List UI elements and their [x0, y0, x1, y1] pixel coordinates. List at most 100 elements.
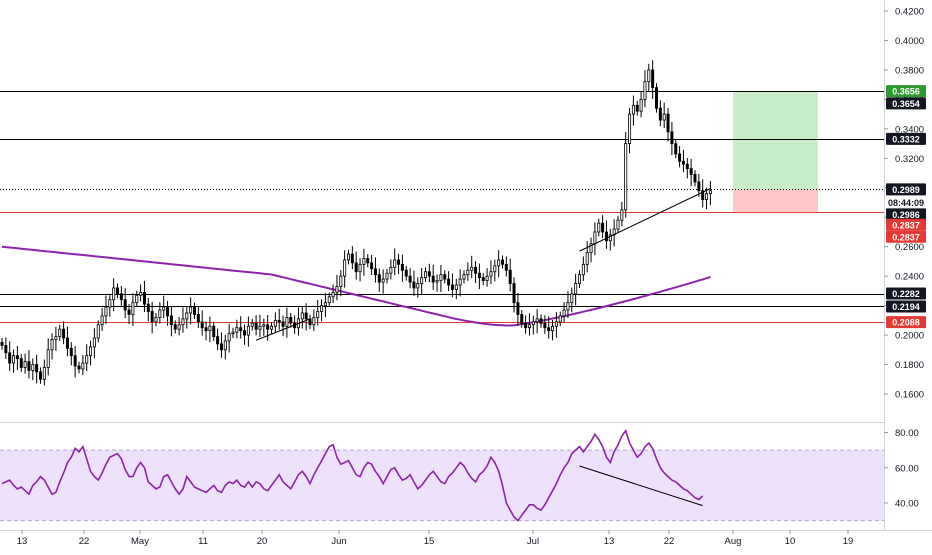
- candle-body: [520, 314, 524, 324]
- price-label-text: 0.2986: [892, 210, 920, 220]
- candle-body: [481, 277, 485, 281]
- candle-body: [474, 266, 478, 274]
- candle-body: [169, 315, 173, 326]
- candle-body: [54, 336, 58, 340]
- candle-body: [327, 296, 331, 304]
- candle-body: [558, 315, 562, 323]
- candle-body: [200, 321, 204, 329]
- candle-body: [185, 312, 189, 320]
- candle-body: [339, 275, 343, 287]
- candle-body: [273, 319, 277, 327]
- candle-body: [162, 306, 166, 311]
- candle-body: [589, 243, 593, 253]
- candle-body: [204, 327, 208, 332]
- stop-zone: [733, 189, 818, 212]
- candle-body: [127, 309, 131, 315]
- candle-body: [39, 371, 43, 380]
- candle-body: [227, 333, 231, 342]
- time-axis-label: Jul: [527, 536, 539, 547]
- time-axis-label: 15: [424, 536, 435, 547]
- candle-body: [312, 316, 316, 326]
- candle-body: [146, 303, 150, 312]
- time-axis-label: Jun: [331, 536, 346, 547]
- candle-body: [119, 293, 123, 301]
- time-axis-label: 10: [785, 536, 796, 547]
- candle-body: [285, 316, 289, 327]
- price-label-badge: [886, 85, 926, 98]
- candle-body: [177, 324, 181, 330]
- candle-body: [135, 294, 139, 304]
- candle-body: [73, 355, 77, 367]
- candle-body: [585, 252, 589, 265]
- candle-body: [408, 275, 412, 283]
- time-axis-label: May: [131, 536, 149, 547]
- candle-body: [489, 271, 493, 277]
- moving-average-line: [1, 245, 711, 327]
- candle-body: [277, 319, 281, 323]
- candle-body: [597, 222, 601, 233]
- candle-body: [189, 306, 193, 314]
- rsi-band: [0, 450, 884, 521]
- rsi-line: [1, 428, 704, 522]
- candle-body: [516, 302, 520, 315]
- candle-body: [300, 312, 304, 320]
- price-label-badge: [886, 287, 926, 300]
- candle-body: [373, 268, 377, 276]
- candle-body: [423, 271, 427, 279]
- price-axis-label: 0.4200: [895, 7, 924, 18]
- candle-body: [89, 346, 93, 357]
- candle-body: [358, 263, 362, 273]
- candle-body: [323, 302, 327, 307]
- candle-body: [508, 269, 512, 284]
- candle-body: [173, 324, 177, 330]
- candle-body: [512, 283, 516, 304]
- candle-body: [447, 278, 451, 286]
- candle-body: [231, 331, 235, 335]
- candle-body: [412, 281, 416, 289]
- candle-body: [643, 81, 647, 100]
- candle-body: [608, 234, 612, 242]
- price-axis-label: 0.1600: [895, 390, 924, 401]
- candle-body: [551, 325, 555, 332]
- candle-body: [574, 283, 578, 295]
- candle-body: [443, 274, 447, 280]
- price-axis-label: 0.3200: [895, 154, 924, 165]
- candle-body: [470, 266, 474, 271]
- candle-body: [96, 324, 100, 339]
- candle-body: [50, 339, 54, 351]
- time-axis-label: 13: [604, 536, 615, 547]
- candle-body: [570, 293, 574, 304]
- candle-body: [12, 355, 16, 364]
- candle-body: [223, 340, 227, 351]
- candle-body: [697, 181, 701, 192]
- price-label-badge: [886, 218, 926, 231]
- candle-body: [681, 160, 685, 165]
- candle-body: [497, 259, 501, 267]
- price-label-text: 0.2282: [892, 289, 920, 299]
- candle-body: [85, 355, 89, 364]
- candle-body: [0, 342, 4, 346]
- time-axis-label: 13: [17, 536, 28, 547]
- candle-body: [701, 190, 705, 200]
- candle-body: [666, 113, 670, 133]
- candle-body: [254, 322, 258, 330]
- candle-body: [593, 231, 597, 245]
- candle-body: [381, 278, 385, 283]
- time-axis-label: 20: [257, 536, 268, 547]
- candle-body: [166, 306, 170, 317]
- price-label-text: 0.2194: [892, 302, 920, 312]
- candle-body: [235, 327, 239, 333]
- candle-body: [308, 318, 312, 326]
- candle-body: [366, 258, 370, 264]
- candle-body: [331, 291, 335, 298]
- candle-body: [104, 306, 108, 317]
- candle-body: [604, 231, 608, 242]
- price-trendline-2: [579, 188, 711, 252]
- candle-body: [539, 318, 543, 324]
- candle-body: [192, 306, 196, 315]
- candle-body: [477, 272, 481, 279]
- candle-body: [65, 337, 69, 349]
- candle-body: [500, 259, 504, 265]
- candle-body: [150, 311, 154, 323]
